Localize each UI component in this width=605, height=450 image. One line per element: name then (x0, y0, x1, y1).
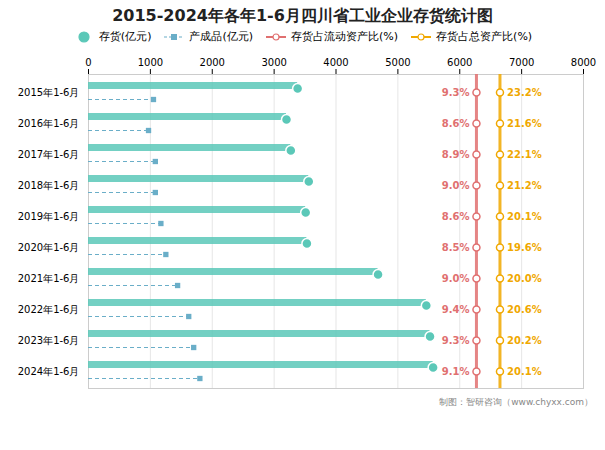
svg-text:2019年1-6月: 2019年1-6月 (18, 211, 80, 222)
svg-text:8.9%: 8.9% (442, 149, 470, 160)
svg-text:20.2%: 20.2% (507, 335, 542, 346)
svg-text:8.5%: 8.5% (442, 242, 470, 253)
svg-text:21.2%: 21.2% (507, 180, 542, 191)
html-text:存货占流动资产比(%): 存货占流动资产比(%) (291, 30, 399, 43)
svg-text:21.6%: 21.6% (507, 118, 542, 129)
html-text:2015-2024年各年1-6月四川省工业企业存货统计图: 2015-2024年各年1-6月四川省工业企业存货统计图 (112, 6, 493, 25)
svg-text:2017年1-6月: 2017年1-6月 (18, 149, 80, 160)
svg-text:23.2%: 23.2% (507, 87, 542, 98)
html-text:产成品(亿元): 产成品(亿元) (189, 30, 253, 43)
svg-text:0: 0 (85, 57, 91, 68)
svg-text:1000: 1000 (138, 57, 163, 68)
svg-text:7000: 7000 (509, 57, 534, 68)
svg-text:4000: 4000 (323, 57, 348, 68)
svg-text:2015年1-6月: 2015年1-6月 (18, 87, 80, 98)
svg-text:8000: 8000 (571, 57, 596, 68)
svg-text:2016年1-6月: 2016年1-6月 (18, 118, 80, 129)
svg-text:5000: 5000 (385, 57, 410, 68)
svg-text:9.0%: 9.0% (442, 180, 470, 191)
svg-text:20.1%: 20.1% (507, 211, 542, 222)
svg-text:3000: 3000 (261, 57, 286, 68)
svg-text:9.3%: 9.3% (442, 87, 470, 98)
svg-text:20.0%: 20.0% (507, 273, 542, 284)
svg-text:2018年1-6月: 2018年1-6月 (18, 180, 80, 191)
svg-text:9.1%: 9.1% (442, 366, 470, 377)
svg-text:20.1%: 20.1% (507, 366, 542, 377)
svg-text:22.1%: 22.1% (507, 149, 542, 160)
html-text:制图：智研咨询（www.chyxx.com）: 制图：智研咨询（www.chyxx.com） (439, 397, 593, 407)
svg-text:8.6%: 8.6% (442, 211, 470, 222)
svg-text:8.6%: 8.6% (442, 118, 470, 129)
svg-text:2022年1-6月: 2022年1-6月 (18, 304, 80, 315)
svg-text:2000: 2000 (200, 57, 225, 68)
svg-text:19.6%: 19.6% (507, 242, 542, 253)
svg-text:2023年1-6月: 2023年1-6月 (18, 335, 80, 346)
svg-text:9.3%: 9.3% (442, 335, 470, 346)
svg-text:6000: 6000 (447, 57, 472, 68)
svg-text:20.6%: 20.6% (507, 304, 542, 315)
svg-text:9.4%: 9.4% (442, 304, 470, 315)
html-text:存货(亿元): 存货(亿元) (98, 30, 152, 43)
svg-text:9.0%: 9.0% (442, 273, 470, 284)
html-text:存货占总资产比(%): 存货占总资产比(%) (436, 30, 533, 43)
svg-text:2020年1-6月: 2020年1-6月 (18, 242, 80, 253)
svg-text:2021年1-6月: 2021年1-6月 (18, 273, 80, 284)
svg-text:2024年1-6月: 2024年1-6月 (18, 366, 80, 377)
